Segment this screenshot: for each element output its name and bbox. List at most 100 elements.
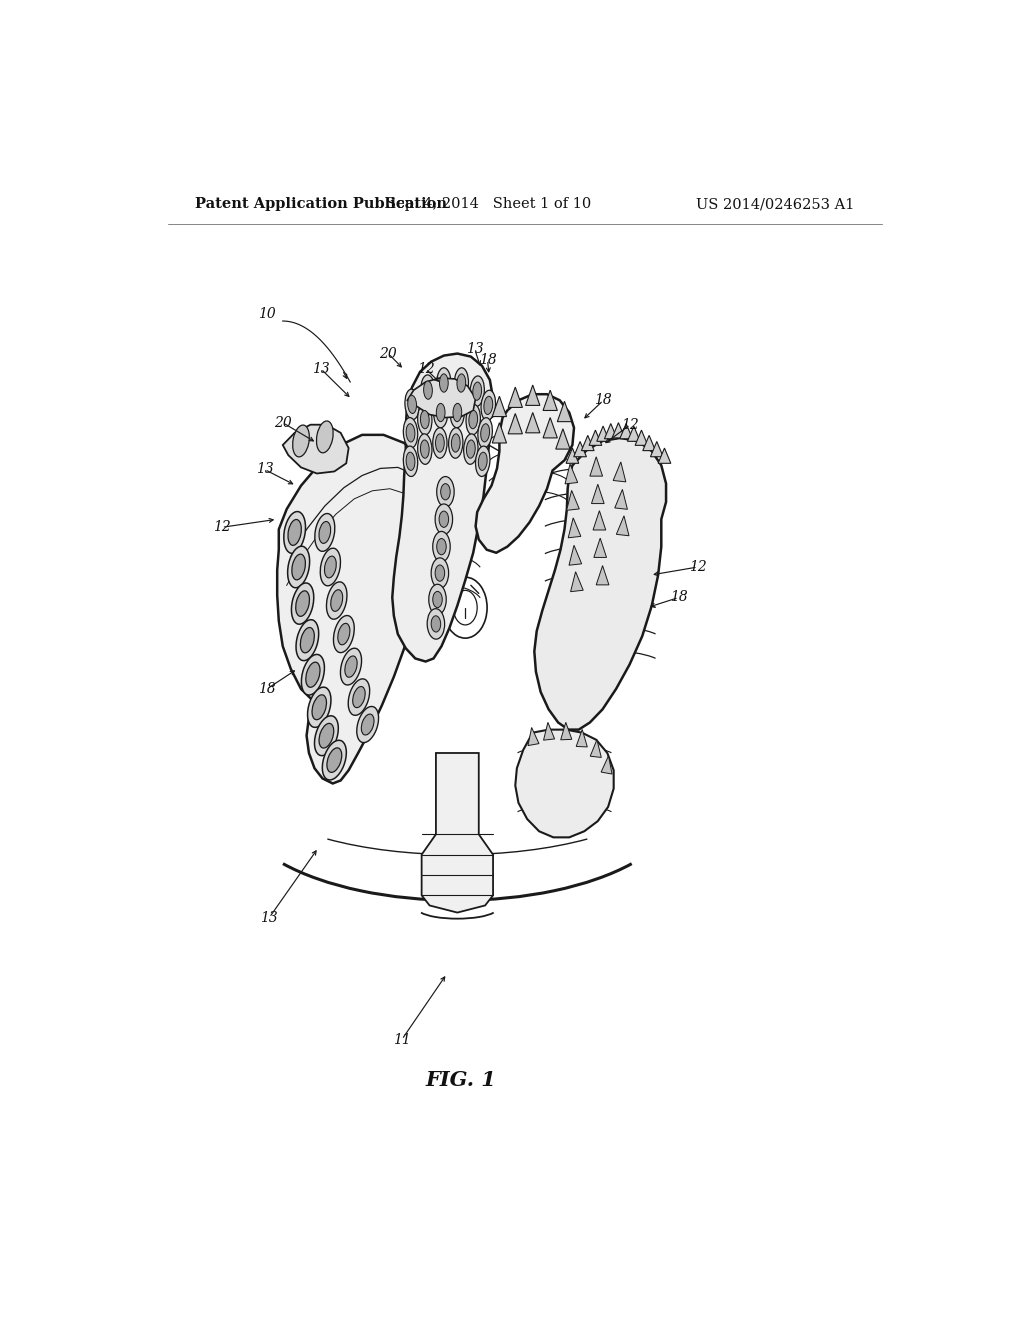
Ellipse shape — [464, 434, 478, 465]
Ellipse shape — [431, 558, 449, 589]
Ellipse shape — [352, 686, 366, 708]
Ellipse shape — [408, 395, 417, 413]
Ellipse shape — [436, 368, 451, 399]
Ellipse shape — [429, 585, 446, 615]
Polygon shape — [493, 422, 507, 444]
Ellipse shape — [449, 428, 463, 458]
Ellipse shape — [288, 520, 301, 545]
Polygon shape — [422, 752, 494, 912]
Ellipse shape — [327, 582, 347, 619]
Ellipse shape — [436, 477, 455, 507]
Polygon shape — [569, 545, 582, 565]
Ellipse shape — [484, 396, 493, 414]
Ellipse shape — [451, 397, 465, 428]
Ellipse shape — [469, 411, 477, 429]
Ellipse shape — [314, 715, 338, 755]
Ellipse shape — [418, 404, 432, 434]
Ellipse shape — [435, 434, 444, 453]
Polygon shape — [543, 391, 557, 411]
Polygon shape — [613, 462, 626, 482]
Ellipse shape — [321, 548, 341, 586]
Ellipse shape — [319, 521, 331, 544]
Polygon shape — [508, 413, 522, 434]
Polygon shape — [650, 441, 664, 457]
Polygon shape — [589, 430, 602, 445]
Text: 12: 12 — [689, 560, 707, 574]
Polygon shape — [525, 412, 540, 433]
Polygon shape — [535, 438, 666, 730]
Polygon shape — [493, 396, 507, 417]
Ellipse shape — [312, 694, 327, 719]
Ellipse shape — [404, 389, 419, 420]
Text: 18: 18 — [595, 393, 612, 408]
Polygon shape — [594, 539, 606, 557]
Polygon shape — [570, 572, 584, 591]
Ellipse shape — [348, 678, 370, 715]
Polygon shape — [561, 722, 571, 739]
Polygon shape — [544, 722, 555, 741]
Text: 12: 12 — [417, 362, 434, 376]
Polygon shape — [601, 756, 612, 774]
Ellipse shape — [340, 648, 361, 685]
Polygon shape — [283, 425, 348, 474]
Ellipse shape — [439, 374, 449, 392]
Ellipse shape — [323, 741, 346, 780]
Ellipse shape — [473, 381, 481, 400]
Polygon shape — [528, 727, 539, 746]
Ellipse shape — [433, 591, 442, 607]
Ellipse shape — [478, 417, 493, 447]
Ellipse shape — [307, 688, 331, 727]
Polygon shape — [643, 436, 655, 450]
Polygon shape — [543, 417, 557, 438]
Ellipse shape — [300, 627, 314, 653]
Ellipse shape — [431, 616, 440, 632]
Polygon shape — [577, 730, 588, 747]
Text: 10: 10 — [258, 308, 275, 321]
Ellipse shape — [345, 656, 357, 677]
Ellipse shape — [433, 397, 447, 428]
Polygon shape — [566, 447, 579, 463]
Polygon shape — [573, 441, 587, 457]
Ellipse shape — [319, 723, 334, 748]
Polygon shape — [590, 739, 601, 758]
Polygon shape — [590, 457, 602, 477]
Text: 18: 18 — [478, 352, 497, 367]
Polygon shape — [557, 401, 571, 421]
Polygon shape — [408, 378, 475, 417]
Polygon shape — [597, 426, 609, 441]
Ellipse shape — [325, 556, 336, 578]
Ellipse shape — [433, 428, 447, 458]
Ellipse shape — [440, 483, 451, 500]
Ellipse shape — [435, 504, 453, 535]
Ellipse shape — [424, 381, 432, 399]
Ellipse shape — [284, 512, 305, 553]
Ellipse shape — [288, 546, 309, 587]
Ellipse shape — [407, 424, 415, 442]
Ellipse shape — [338, 623, 350, 644]
Ellipse shape — [453, 404, 462, 421]
Text: 11: 11 — [393, 1032, 411, 1047]
Ellipse shape — [356, 706, 379, 743]
Polygon shape — [628, 426, 640, 441]
Ellipse shape — [296, 591, 309, 616]
Ellipse shape — [334, 615, 354, 652]
Polygon shape — [614, 490, 628, 510]
Polygon shape — [596, 565, 609, 585]
Polygon shape — [620, 424, 633, 438]
Polygon shape — [658, 447, 671, 463]
Polygon shape — [604, 424, 617, 438]
Ellipse shape — [480, 424, 489, 442]
Polygon shape — [515, 730, 613, 837]
Text: 12: 12 — [213, 520, 230, 535]
Text: 12: 12 — [622, 417, 639, 432]
Ellipse shape — [292, 554, 305, 579]
Ellipse shape — [478, 453, 487, 470]
Text: Sep. 4, 2014   Sheet 1 of 10: Sep. 4, 2014 Sheet 1 of 10 — [386, 197, 592, 211]
Polygon shape — [278, 434, 437, 784]
Polygon shape — [566, 491, 580, 511]
Ellipse shape — [418, 434, 432, 465]
Ellipse shape — [466, 404, 480, 434]
Polygon shape — [582, 436, 594, 450]
Ellipse shape — [403, 446, 418, 477]
Ellipse shape — [475, 446, 489, 477]
